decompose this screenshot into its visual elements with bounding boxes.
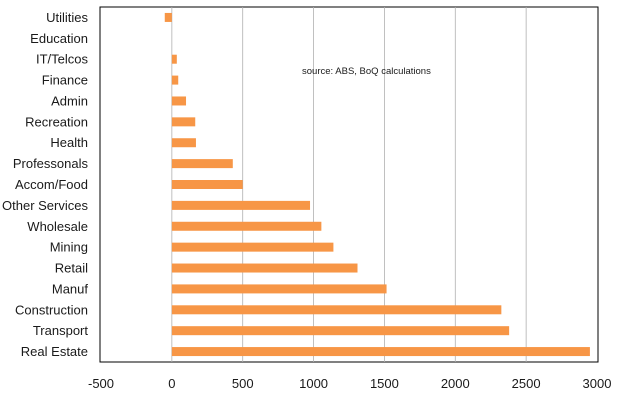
bar: [172, 117, 195, 126]
category-label: Construction: [15, 302, 88, 317]
category-label: Wholesale: [27, 219, 88, 234]
x-tick-label: 2000: [441, 376, 470, 391]
bar: [172, 347, 590, 356]
x-tick-label: 1000: [299, 376, 328, 391]
category-label: Utilities: [46, 10, 88, 25]
category-label: Retail: [55, 261, 88, 276]
x-tick-label: 1500: [370, 376, 399, 391]
x-tick-labels: -500 0 500 1000 1500 2000 2500 3000: [88, 376, 611, 391]
bar: [172, 222, 322, 231]
x-tick-label: 0: [168, 376, 175, 391]
bar: [172, 326, 509, 335]
category-label: Mining: [50, 240, 88, 255]
category-label: Education: [30, 31, 88, 46]
x-tick-label: 3000: [583, 376, 612, 391]
category-labels: Utilities Education IT/Telcos Finance Admin R…: [2, 10, 88, 359]
bar: [172, 243, 334, 252]
source-annotation: source: ABS, BoQ calculations: [302, 66, 431, 77]
category-label: Other Services: [2, 198, 88, 213]
category-label: Real Estate: [21, 344, 88, 359]
bar: [165, 13, 172, 22]
x-tick-label: -500: [88, 376, 114, 391]
bar: [172, 180, 243, 189]
bar: [172, 264, 358, 273]
bar: [172, 76, 178, 85]
category-label: Recreation: [25, 114, 88, 129]
category-label: Transport: [33, 323, 89, 338]
category-label: Professonals: [13, 156, 89, 171]
category-label: Health: [50, 135, 88, 150]
bar: [172, 159, 233, 168]
x-tick-label: 2500: [512, 376, 541, 391]
bar: [172, 284, 387, 293]
bar: [172, 96, 186, 105]
category-label: Admin: [51, 93, 88, 108]
bar: [172, 305, 501, 314]
category-label: Accom/Food: [15, 177, 88, 192]
bar: [172, 138, 196, 147]
category-label: Finance: [42, 73, 88, 88]
category-label: Manuf: [52, 281, 89, 296]
bar: [172, 201, 310, 210]
category-label: IT/Telcos: [36, 52, 89, 67]
bar: [172, 55, 177, 64]
x-tick-label: 500: [232, 376, 254, 391]
